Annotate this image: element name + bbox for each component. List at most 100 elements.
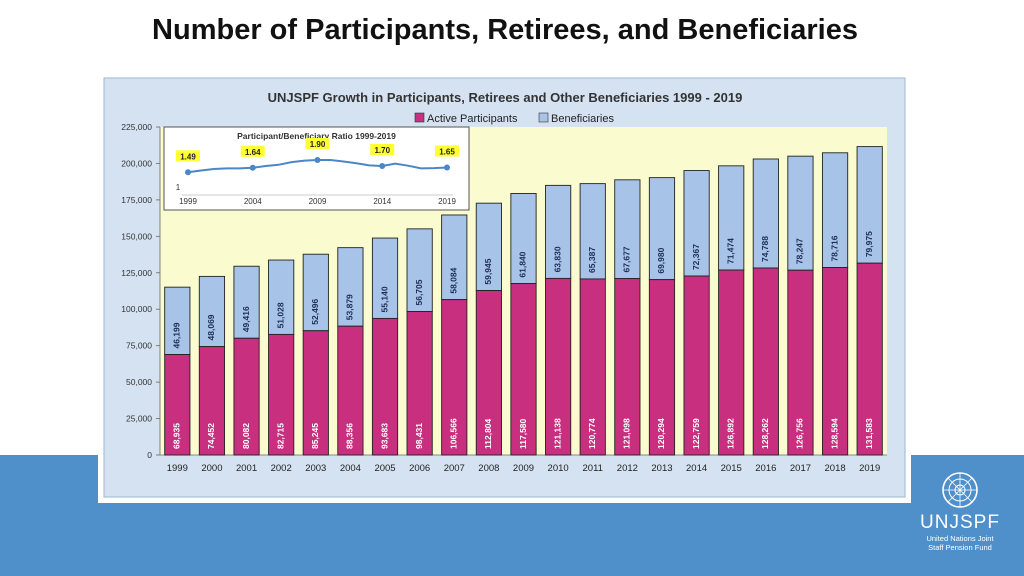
data-label-beneficiaries-2001: 49,416 — [241, 306, 251, 332]
bar-active-2018 — [821, 267, 849, 456]
data-label-beneficiaries-2012: 67,677 — [622, 246, 632, 272]
data-label-active-2005: 93,683 — [379, 423, 389, 449]
inset-x-tick-label-2014: 2014 — [373, 197, 391, 206]
inset-point-1999 — [185, 169, 191, 176]
bar-beneficiaries-2002 — [268, 259, 295, 335]
data-label-beneficiaries-2004: 53,879 — [345, 294, 355, 320]
inset-y-tick-label: 1 — [176, 183, 181, 192]
data-label-beneficiaries-2018: 78,716 — [829, 235, 839, 261]
bar-active-2010 — [545, 277, 572, 456]
inset-x-tick-label-2019: 2019 — [438, 197, 456, 206]
bar-beneficiaries-2005 — [371, 237, 399, 319]
x-tick-label-2017: 2017 — [790, 463, 811, 474]
y-tick-label: 75,000 — [126, 341, 152, 351]
data-label-beneficiaries-2015: 71,474 — [725, 238, 735, 264]
data-label-active-2004: 88,356 — [345, 423, 355, 449]
data-label-active-2009: 117,580 — [518, 418, 528, 449]
bar-active-2005 — [371, 317, 399, 456]
bar-active-2006 — [406, 311, 433, 456]
data-label-active-2008: 112,804 — [483, 418, 493, 449]
data-label-beneficiaries-2014: 72,367 — [691, 244, 701, 270]
inset-point-label-2004: 1.64 — [245, 148, 261, 157]
bar-beneficiaries-2018 — [821, 152, 849, 268]
unjspf-logo: UNJSPF United Nations Joint Staff Pensio… — [900, 470, 1020, 570]
x-tick-label-2019: 2019 — [859, 463, 880, 474]
inset-label-highlight-2019 — [435, 145, 459, 157]
bar-beneficiaries-2011 — [579, 183, 606, 280]
bar-active-2014 — [683, 275, 710, 456]
y-tick-label: 200,000 — [121, 158, 152, 168]
x-tick-label-2018: 2018 — [825, 463, 846, 474]
data-label-beneficiaries-2007: 58,084 — [449, 267, 459, 293]
brand-subtitle-2: Staff Pension Fund — [928, 543, 992, 552]
data-label-active-2006: 98,431 — [414, 423, 424, 449]
inset-label-highlight-1999 — [176, 150, 200, 162]
data-label-beneficiaries-2017: 78,247 — [795, 238, 805, 264]
bar-active-2013 — [648, 279, 676, 456]
data-label-beneficiaries-2008: 59,945 — [483, 258, 493, 284]
data-label-beneficiaries-1999: 46,199 — [172, 322, 182, 348]
bar-beneficiaries-2003 — [302, 253, 329, 332]
bar-beneficiaries-2009 — [510, 192, 537, 285]
y-tick-label: 0 — [147, 450, 152, 460]
bar-beneficiaries-2000 — [198, 275, 226, 347]
un-emblem-icon — [942, 472, 978, 508]
bar-beneficiaries-2010 — [545, 184, 572, 279]
data-label-active-2012: 121,098 — [622, 418, 632, 449]
bar-active-2012 — [614, 278, 641, 456]
bar-active-2017 — [787, 269, 814, 456]
data-label-active-2003: 85,245 — [310, 423, 320, 449]
data-label-active-2011: 120,774 — [587, 418, 597, 449]
chart-title: UNJSPF Growth in Participants, Retirees … — [268, 90, 743, 105]
x-tick-label-2015: 2015 — [721, 463, 742, 474]
x-tick-label-2009: 2009 — [513, 463, 534, 474]
data-label-beneficiaries-2009: 61,840 — [518, 251, 528, 277]
data-label-active-1999: 68,935 — [172, 423, 182, 449]
x-tick-label-2004: 2004 — [340, 463, 361, 474]
bar-beneficiaries-2016 — [752, 158, 779, 269]
bar-active-2003 — [302, 330, 329, 456]
data-label-active-2014: 122,759 — [691, 418, 701, 449]
x-tick-label-2000: 2000 — [201, 463, 222, 474]
data-label-active-2017: 126,756 — [795, 418, 805, 449]
bar-active-2016 — [752, 267, 779, 456]
inset-label-highlight-2004 — [240, 145, 265, 157]
data-label-beneficiaries-2005: 55,140 — [379, 286, 389, 312]
inset-x-tick-label-1999: 1999 — [179, 197, 197, 206]
inset-point-label-1999: 1.49 — [180, 152, 196, 161]
bar-active-2000 — [198, 346, 226, 456]
data-label-beneficiaries-2019: 79,975 — [864, 231, 874, 257]
bar-beneficiaries-2001 — [233, 265, 260, 339]
y-tick-label: 225,000 — [121, 122, 152, 132]
bar-active-2015 — [718, 269, 745, 456]
inset-point-2014 — [379, 163, 386, 169]
x-tick-label-1999: 1999 — [167, 463, 188, 474]
data-label-beneficiaries-2013: 69,980 — [656, 247, 666, 273]
data-label-active-2018: 128,594 — [829, 418, 839, 449]
bar-active-2002 — [268, 333, 295, 456]
data-label-beneficiaries-2010: 63,830 — [552, 246, 562, 272]
data-label-beneficiaries-2006: 56,705 — [414, 279, 424, 305]
data-label-active-2001: 80,082 — [241, 423, 251, 449]
x-tick-label-2010: 2010 — [548, 463, 569, 474]
bar-active-2009 — [510, 283, 537, 456]
inset-point-2009 — [314, 157, 321, 163]
y-tick-label: 100,000 — [121, 304, 152, 314]
brand-name: UNJSPF — [920, 512, 1000, 533]
x-tick-label-2012: 2012 — [617, 463, 638, 474]
inset-x-tick-label-2009: 2009 — [309, 197, 327, 206]
bar-beneficiaries-2017 — [787, 155, 814, 271]
x-tick-label-2002: 2002 — [271, 463, 292, 474]
data-label-active-2007: 106,566 — [449, 418, 459, 449]
data-label-beneficiaries-2000: 48,069 — [206, 314, 216, 340]
x-tick-label-2011: 2011 — [583, 463, 603, 474]
data-label-active-2015: 126,892 — [725, 418, 735, 449]
x-tick-label-2016: 2016 — [755, 463, 776, 474]
data-label-beneficiaries-2002: 51,028 — [275, 302, 285, 328]
bar-active-2011 — [579, 278, 606, 456]
data-label-beneficiaries-2011: 65,387 — [587, 247, 597, 273]
y-tick-label: 25,000 — [126, 414, 152, 424]
bar-active-1999 — [164, 354, 191, 456]
bar-active-2004 — [337, 325, 364, 456]
bar-beneficiaries-2004 — [337, 247, 364, 327]
